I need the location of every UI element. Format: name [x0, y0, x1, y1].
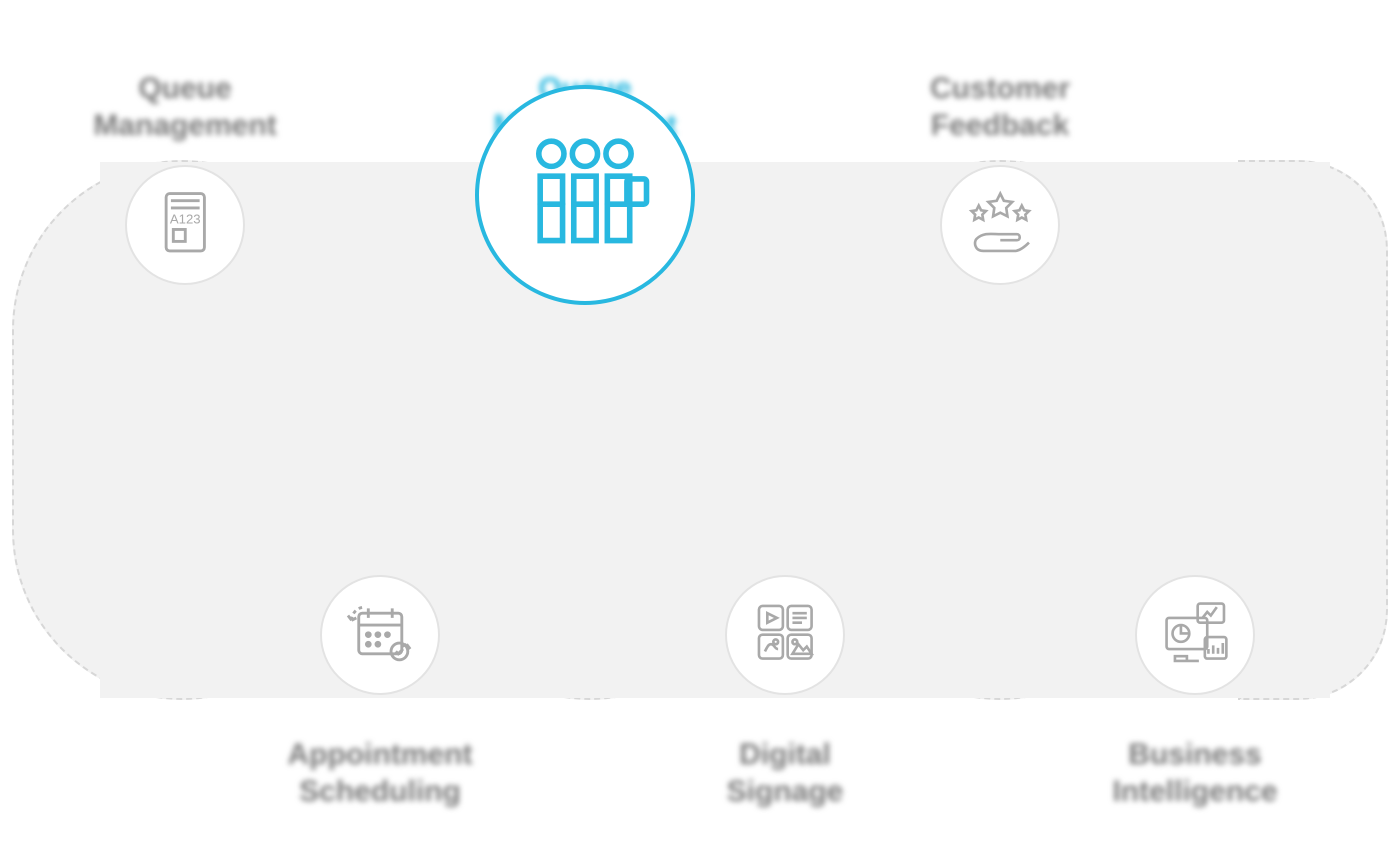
analytics-icon	[1137, 594, 1253, 676]
node-1-line2: Scheduling	[230, 775, 530, 808]
node-1-circle	[320, 575, 440, 695]
ticket-icon: A123	[127, 184, 243, 266]
node-3-circle	[725, 575, 845, 695]
media-grid-icon	[727, 594, 843, 676]
node-4-line2: Feedback	[850, 109, 1150, 142]
calendar-repeat-icon	[322, 594, 438, 676]
node-3-line2: Signage	[635, 775, 935, 808]
svg-text:A123: A123	[170, 212, 201, 227]
node-0-circle: A123	[125, 165, 245, 285]
node-0-line1: Queue	[35, 72, 335, 105]
node-5-circle	[1135, 575, 1255, 695]
node-4-circle	[940, 165, 1060, 285]
node-3-line1: Digital	[635, 738, 935, 771]
node-5-line1: Business	[1045, 738, 1345, 771]
node-0-line2: Management	[35, 109, 335, 142]
people-queue-icon	[479, 123, 691, 268]
node-1-line1: Appointment	[230, 738, 530, 771]
node-5-line2: Intelligence	[1045, 775, 1345, 808]
stars-hand-icon	[942, 184, 1058, 266]
node-2-circle	[475, 85, 695, 305]
node-4-line1: Customer	[850, 72, 1150, 105]
diagram-stage: Queue Management A123 Queue Management	[0, 0, 1390, 842]
